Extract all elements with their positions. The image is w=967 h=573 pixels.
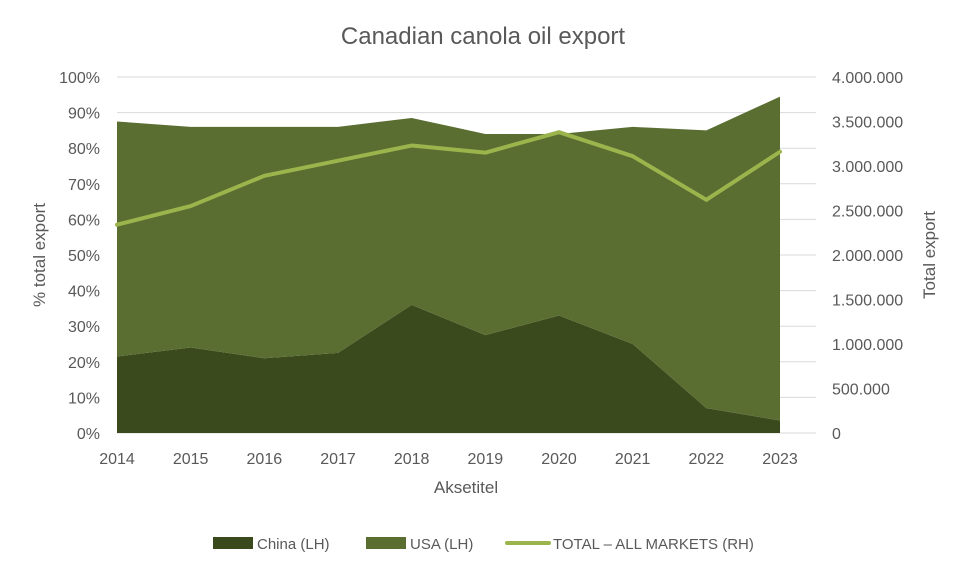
legend-label: China (LH)	[257, 536, 330, 553]
left-axis-tick-labels: 0% 10% 20% 30% 40% 50% 60% 70% 80% 90% 100%	[59, 70, 100, 443]
legend: China (LH) USA (LH) TOTAL – ALL MARKETS (R…	[213, 536, 754, 553]
plot-areas	[117, 96, 780, 433]
plot-lines	[115, 130, 782, 227]
y2-tick-label: 3.500.000	[832, 115, 903, 132]
left-axis-title: % total export	[30, 203, 49, 307]
y-tick-label: 100%	[59, 70, 100, 87]
x-tick-label: 2021	[615, 451, 651, 468]
y2-tick-label: 2.500.000	[832, 204, 903, 221]
y-tick-label: 80%	[68, 141, 100, 158]
x-tick-label: 2020	[541, 451, 577, 468]
y-tick-label: 30%	[68, 319, 100, 336]
y-tick-label: 20%	[68, 355, 100, 372]
legend-label: TOTAL – ALL MARKETS (RH)	[553, 536, 754, 553]
y2-tick-label: 500.000	[832, 382, 890, 399]
y2-tick-label: 0	[832, 426, 841, 443]
y2-tick-label: 2.000.000	[832, 248, 903, 265]
y-tick-label: 70%	[68, 177, 100, 194]
x-tick-label: 2017	[320, 451, 356, 468]
x-tick-label: 2019	[468, 451, 504, 468]
right-axis-tick-labels: 0 500.000 1.000.000 1.500.000 2.000.000 2.500…	[832, 70, 903, 443]
x-tick-label: 2014	[99, 451, 135, 468]
y-tick-label: 90%	[68, 106, 100, 123]
area-series	[117, 96, 780, 421]
chart-title: Canadian canola oil export	[341, 23, 626, 50]
x-tick-label: 2015	[173, 451, 209, 468]
x-axis-title: Aksetitel	[434, 478, 498, 497]
x-tick-label: 2023	[762, 451, 798, 468]
x-tick-label: 2016	[247, 451, 283, 468]
legend-swatch	[213, 537, 253, 549]
x-tick-label: 2022	[689, 451, 725, 468]
legend-label: USA (LH)	[410, 536, 473, 553]
y-tick-label: 60%	[68, 212, 100, 229]
y2-tick-label: 1.000.000	[832, 337, 903, 354]
y-tick-label: 0%	[77, 426, 100, 443]
y-tick-label: 10%	[68, 390, 100, 407]
y-tick-label: 50%	[68, 248, 100, 265]
legend-swatch	[366, 537, 406, 549]
y2-tick-label: 4.000.000	[832, 70, 903, 87]
right-axis-title: Total export	[920, 211, 939, 299]
line-series	[115, 130, 782, 227]
y2-tick-label: 1.500.000	[832, 293, 903, 310]
area-series	[117, 304, 780, 433]
y2-tick-label: 3.000.000	[832, 159, 903, 176]
x-axis-tick-labels: 2014 2015 2016 2017 2018 2019 2020 2021 2022 2023	[99, 451, 798, 468]
y-tick-label: 40%	[68, 284, 100, 301]
x-tick-label: 2018	[394, 451, 430, 468]
